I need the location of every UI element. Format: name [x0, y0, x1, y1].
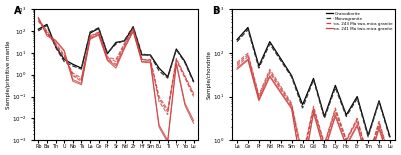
Y-axis label: Sample/primitive mantle: Sample/primitive mantle — [6, 40, 10, 109]
Text: A: A — [14, 7, 22, 16]
Text: B: B — [212, 7, 219, 16]
Y-axis label: Sample/chondrite: Sample/chondrite — [206, 50, 211, 99]
Legend: Granodiorite, Monzogranite, ca. 243 Ma two-mica granite, ca. 241 Ma two-mica gra: Granodiorite, Monzogranite, ca. 243 Ma t… — [325, 11, 393, 31]
